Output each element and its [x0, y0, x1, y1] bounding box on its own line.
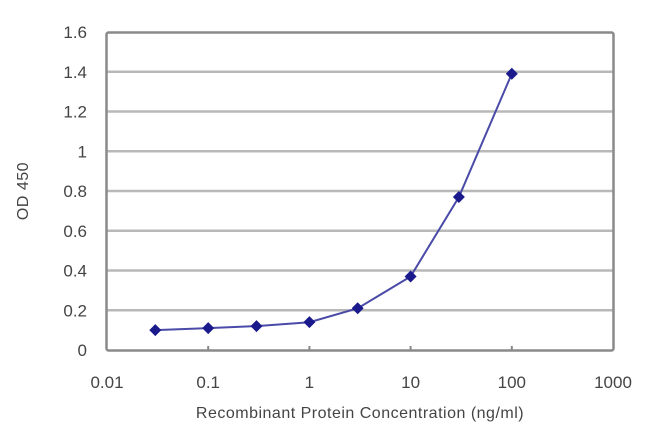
y-tick-label: 1.6	[63, 23, 87, 42]
y-tick-label: 1.2	[63, 103, 87, 122]
y-axis-title: OD 450	[15, 162, 32, 220]
x-tick-label: 1	[305, 373, 314, 392]
x-axis-tick-labels: 0.01 0.1 1 10 100 1000	[90, 373, 631, 392]
diamond-marker-icon	[351, 302, 364, 315]
y-tick-label: 0	[78, 341, 87, 360]
x-tick-label: 1000	[594, 373, 632, 392]
y-axis-tick-labels: 0 0.2 0.4 0.6 0.8 1 1.2 1.4 1.6	[63, 23, 87, 360]
diamond-marker-icon	[303, 316, 316, 329]
y-tick-label: 0.4	[63, 262, 87, 281]
y-tick-label: 1	[78, 142, 87, 161]
diamond-marker-icon	[404, 270, 417, 283]
x-tick-label: 10	[401, 373, 420, 392]
diamond-marker-icon	[202, 322, 215, 335]
diamond-marker-icon	[250, 320, 263, 333]
y-tick-label: 1.4	[63, 63, 87, 82]
y-tick-label: 0.6	[63, 222, 87, 241]
plot-area-frame	[105, 31, 615, 352]
diamond-marker-icon	[452, 190, 465, 203]
x-tick-label: 0.01	[90, 373, 123, 392]
gridlines	[107, 70, 613, 312]
diamond-marker-icon	[505, 67, 518, 80]
y-tick-label: 0.2	[63, 301, 87, 320]
y-tick-label: 0.8	[63, 182, 87, 201]
x-axis-title: Recombinant Protein Concentration (ng/ml…	[196, 405, 524, 422]
x-tick-label: 100	[498, 373, 526, 392]
series-line	[155, 73, 513, 332]
diamond-marker-icon	[149, 324, 162, 337]
data-point-markers	[149, 67, 518, 337]
x-axis-ticks	[207, 346, 513, 350]
x-tick-label: 0.1	[196, 373, 220, 392]
